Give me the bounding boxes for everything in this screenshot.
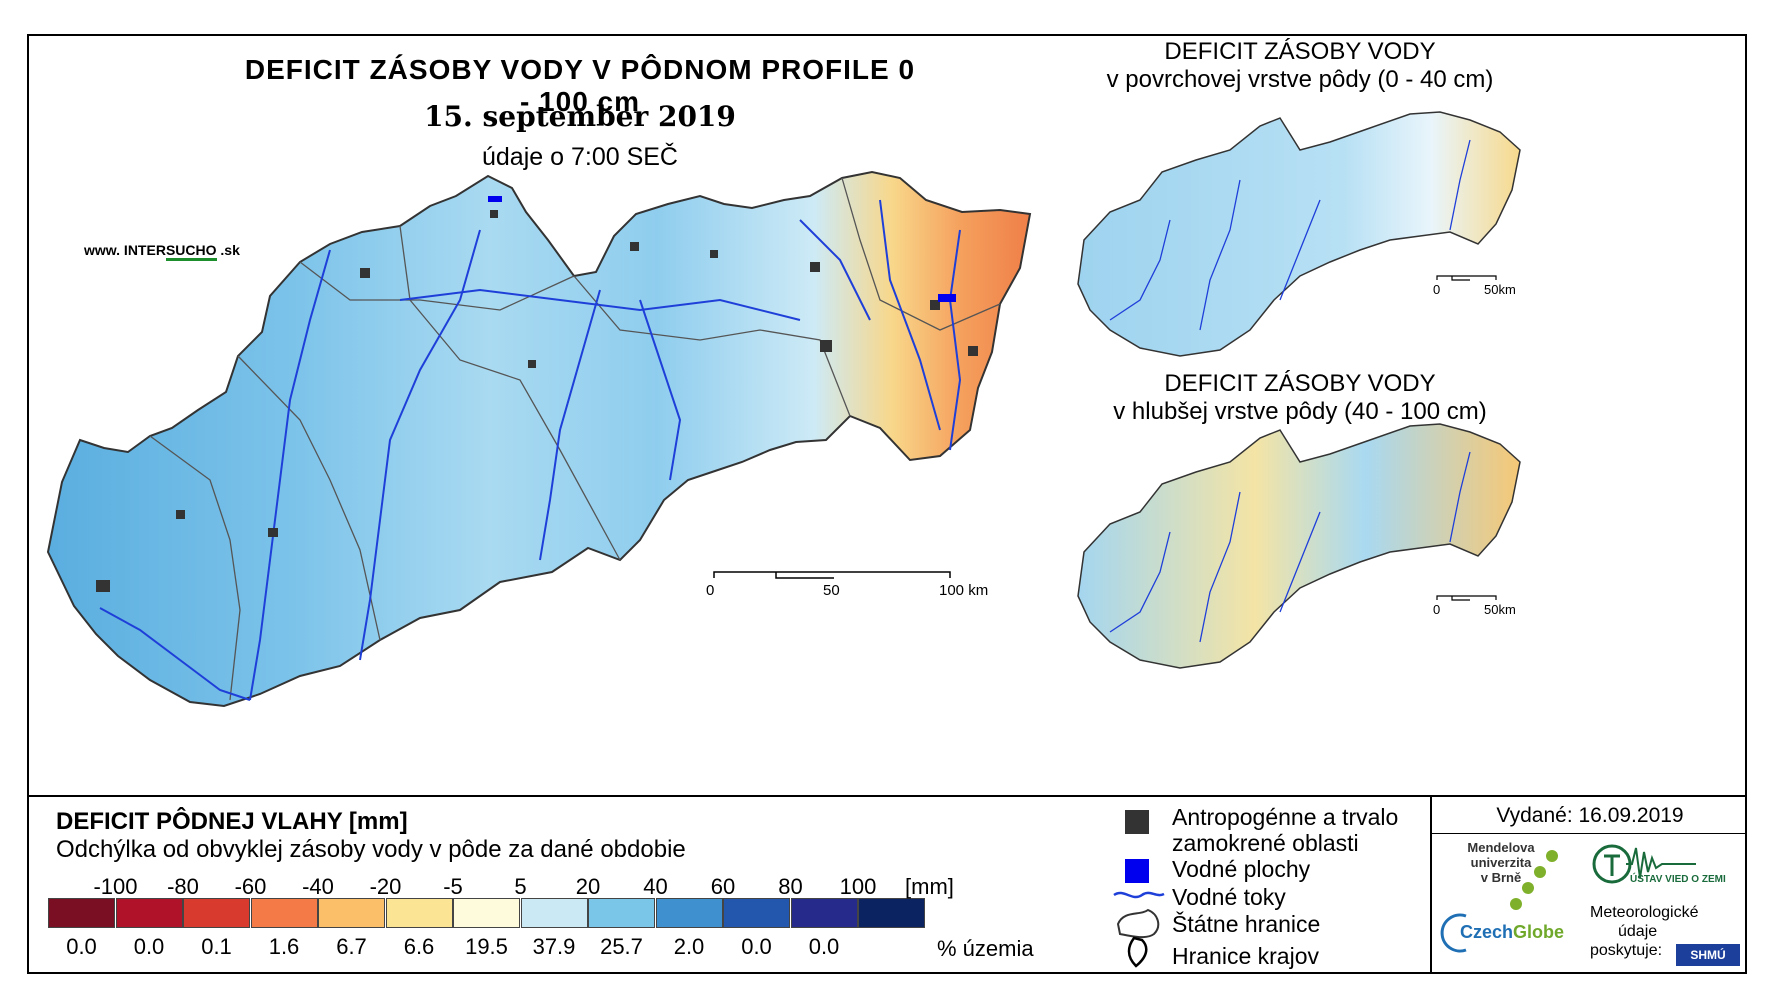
legend-swatch-2 (183, 898, 250, 928)
legend-swatch-3 (250, 898, 318, 928)
inset-top-title-line1: DEFICIT ZÁSOBY VODY (1164, 38, 1436, 65)
legend-percent-2: 0.1 (201, 934, 232, 959)
legend-percent-11: 0.0 (808, 934, 840, 959)
map-date: 15. september 2019 (424, 100, 736, 133)
symbol-rivers: Vodné toky (1172, 884, 1286, 910)
legend-swatch-8 (588, 898, 655, 928)
map-title: DEFICIT ZÁSOBY VODY V PÔDNOM PROFILE 0 -… (244, 54, 916, 117)
czechglobe-logo: CzechGlobe (1460, 922, 1564, 943)
legend-swatch-6 (453, 898, 520, 928)
website-prefix: www. INTER (84, 242, 166, 258)
legend-percent-8: 25.7 (600, 934, 643, 959)
main-scale-50: 50 (823, 582, 840, 599)
issued-divider (1432, 833, 1747, 834)
legend-boundary-0: -100 (93, 874, 138, 899)
ustav-logo-icon (1592, 844, 1696, 884)
mendel-logo-text: Mendelova univerzita v Brně (1456, 840, 1546, 885)
czechglobe-a: Czech (1460, 922, 1514, 942)
czechglobe-b: Globe (1513, 922, 1565, 942)
inset-top-scale-50: 50km (1484, 282, 1516, 297)
legend-percent-7: 37.9 (532, 934, 576, 959)
symbol-anthropogenic-line1: Antropogénne a trvalo (1172, 804, 1399, 830)
legend-unit: [mm] (905, 874, 954, 899)
mendel-line1: Mendelova (1467, 840, 1535, 855)
legend-percent-label: % územia (937, 936, 1034, 961)
legend-boundary-4: -20 (369, 874, 402, 899)
czechglobe-icon (1440, 913, 1467, 953)
legend-panel (27, 795, 1747, 974)
legend-percent-6: 19.5 (465, 934, 508, 959)
legend-boundary-5: -5 (443, 874, 463, 899)
time-note: údaje o 7:00 SEČ (482, 143, 678, 171)
legend-swatch-5 (385, 898, 453, 928)
legend-boundary-9: 60 (710, 874, 736, 899)
legend-boundary-7: 20 (575, 874, 601, 899)
legend-percent-1: 0.0 (133, 934, 165, 959)
region-border-icon (1127, 936, 1148, 968)
mendel-line2: univerzita (1470, 855, 1532, 870)
website-accent: SUCHO (165, 242, 217, 261)
legend-swatch-7 (520, 898, 588, 928)
legend-percent-3: 1.6 (268, 934, 300, 959)
legend-boundary-3: -40 (302, 874, 334, 899)
main-scale-0: 0 (706, 582, 715, 599)
legend-boundary-8: 40 (643, 874, 668, 899)
water-body-icon (1125, 859, 1149, 883)
legend-boundary-6: 5 (514, 874, 527, 899)
inset-top-scale-0: 0 (1433, 282, 1441, 297)
legend-divider (1430, 795, 1432, 974)
mendel-dots-icon (1510, 850, 1558, 910)
anthropogenic-icon (1125, 810, 1149, 834)
river-icon (1113, 891, 1165, 899)
legend-boundary-2: -60 (234, 874, 267, 899)
legend-swatch-10 (723, 898, 790, 928)
ustav-logo-text: ÚSTAV VIED O ZEMI (1630, 874, 1726, 885)
symbol-anthropogenic-line2: zamokrené oblasti (1172, 830, 1359, 856)
meteo-line3: poskytuje: (1590, 942, 1663, 959)
legend-swatch-9 (655, 898, 723, 928)
legend-boundary-10: 80 (778, 874, 803, 899)
legend-subtitle: Odchýlka od obvyklej zásoby vody v pôde … (56, 836, 686, 863)
symbol-water-bodies: Vodné plochy (1172, 856, 1311, 882)
legend-swatch-1 (115, 898, 183, 928)
legend-percent-0: 0.0 (66, 934, 97, 959)
legend-swatch-11 (790, 898, 858, 928)
meteo-line2: údaje (1618, 923, 1658, 940)
legend-percent-9: 2.0 (673, 934, 705, 959)
inset-top-map (1077, 111, 1521, 357)
inset-bottom-title-line1: DEFICIT ZÁSOBY VODY (1164, 370, 1436, 397)
website-suffix: .sk (216, 242, 240, 258)
inset-bottom-map (1077, 423, 1521, 669)
legend-percent-4: 6.7 (336, 934, 367, 959)
inset-top-title-line2: v povrchovej vrstve pôdy (0 - 40 cm) (1106, 66, 1494, 93)
legend-boundary-1: -80 (167, 874, 199, 899)
legend-swatch-12 (858, 898, 925, 928)
symbol-icons (1113, 810, 1165, 968)
inset-bottom-title-line2: v hlubšej vrstve pôdy (40 - 100 cm) (1113, 398, 1487, 425)
inset-bottom-title: DEFICIT ZÁSOBY VODY v hlubšej vrstve pôd… (1070, 370, 1530, 426)
issued-date: Vydané: 16.09.2019 (1496, 804, 1684, 827)
legend-title: DEFICIT PÔDNEJ VLAHY [mm] (56, 808, 408, 835)
legend-swatch-4 (318, 898, 385, 928)
inset-bottom-scale-0: 0 (1433, 602, 1441, 617)
symbol-region-border: Hranice krajov (1172, 943, 1319, 969)
state-border-icon (1116, 908, 1160, 939)
symbol-state-border: Štátne hranice (1172, 911, 1321, 937)
legend-percent-10: 0.0 (741, 934, 772, 959)
main-scale-100: 100 km (939, 582, 989, 599)
shmu-logo: SHMÚ (1676, 944, 1740, 966)
legend-boundary-11: 100 (839, 874, 877, 899)
legend-swatch-0 (48, 898, 115, 928)
meteo-line1: Meteorologické (1590, 904, 1699, 921)
meteo-credit: Meteorologické údaje poskytuje: (1590, 903, 1699, 960)
inset-bottom-scale-50: 50km (1484, 602, 1516, 617)
mendel-line3: v Brně (1480, 870, 1522, 885)
main-scale-bar (713, 571, 951, 579)
inset-top-title: DEFICIT ZÁSOBY VODY v povrchovej vrstve … (1070, 38, 1530, 94)
legend-percent-5: 6.6 (403, 934, 435, 959)
website-link[interactable]: www. INTERSUCHO .sk (84, 242, 240, 261)
